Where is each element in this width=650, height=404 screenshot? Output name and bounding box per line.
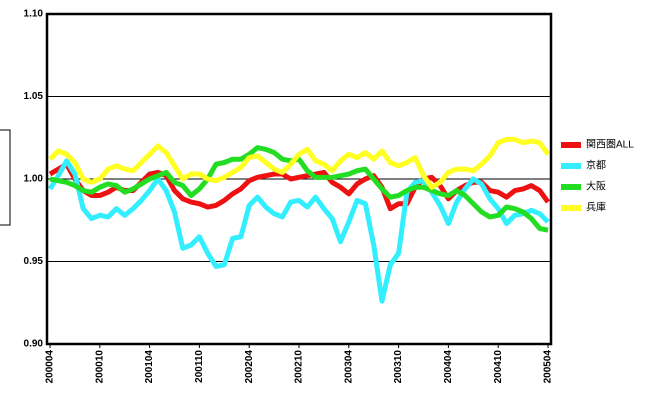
legend-label: 関西圏ALL	[586, 139, 634, 151]
legend-swatch	[561, 163, 581, 169]
legend-swatch	[561, 205, 581, 211]
legend-label: 大阪	[586, 180, 606, 193]
x-tick-label: 200410	[493, 350, 504, 384]
legend-swatch	[561, 142, 581, 148]
x-tick-label: 200004	[45, 350, 56, 384]
y-tick-label: 1.05	[24, 91, 44, 102]
x-tick-label: 200110	[194, 350, 205, 383]
x-tick-label: 200504	[543, 350, 554, 384]
series-line	[48, 136, 551, 190]
clipped-box	[0, 129, 11, 226]
y-tick-label: 1.10	[24, 9, 44, 20]
y-tick-label: 1.00	[24, 174, 44, 185]
legend-label: 京都	[586, 159, 606, 172]
x-tick-label: 200310	[393, 350, 404, 384]
plot-border	[45, 12, 553, 346]
series-line	[49, 145, 549, 233]
x-tick-label: 200404	[443, 350, 454, 384]
x-tick-label: 200210	[294, 350, 305, 384]
x-tick-label: 200010	[94, 350, 105, 384]
y-tick-label: 0.90	[24, 339, 44, 350]
x-tick-label: 200204	[244, 350, 255, 384]
x-tick-label: 200304	[343, 350, 354, 384]
legend-swatch	[561, 184, 581, 190]
legend-label: 兵庫	[586, 201, 606, 214]
series-line	[47, 158, 550, 304]
x-tick-label: 200104	[144, 350, 155, 384]
y-tick-label: 0.95	[24, 256, 44, 267]
